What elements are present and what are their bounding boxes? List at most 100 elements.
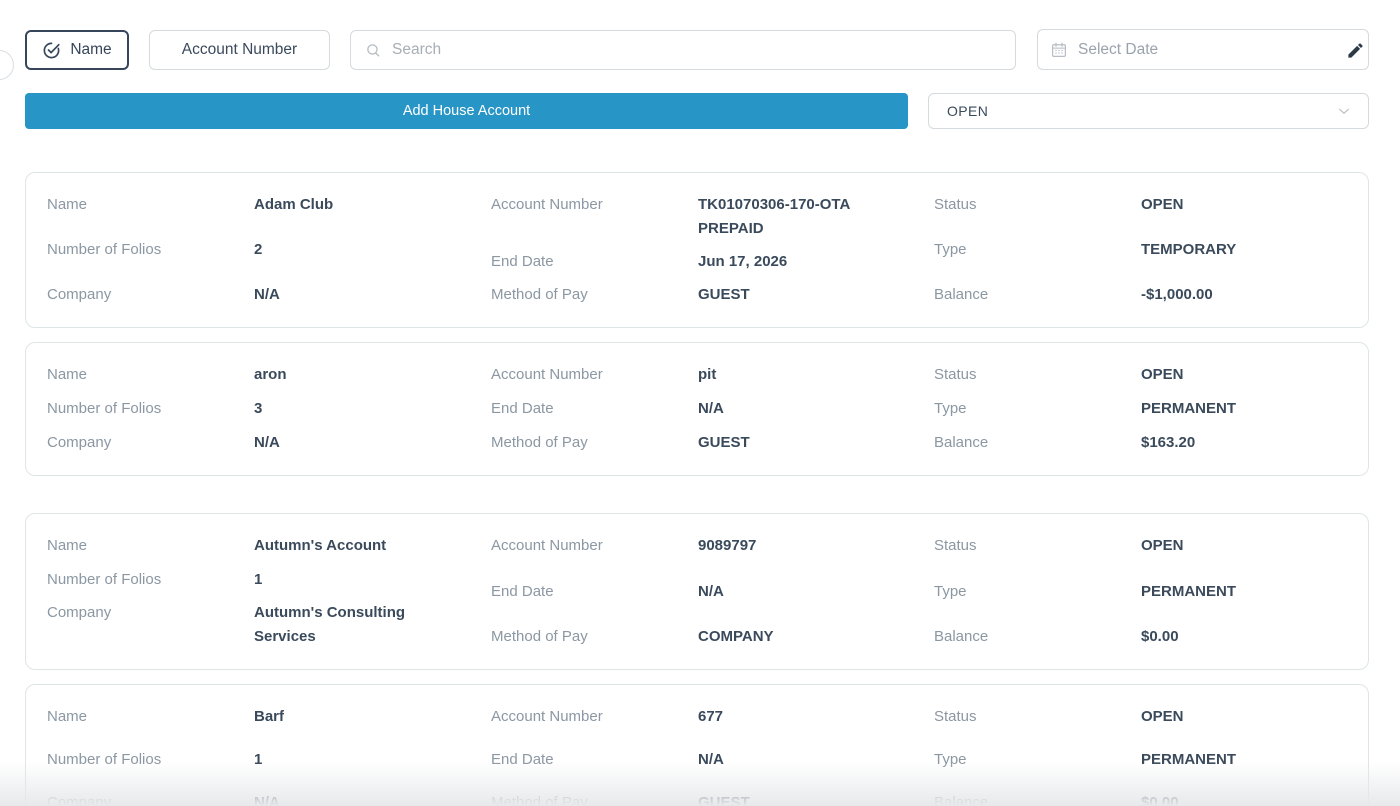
search-icon: [365, 42, 382, 59]
field-label: Status: [934, 537, 977, 554]
field-row: Status OPEN: [934, 363, 1348, 387]
field-value: TK01070306-170-OTA PREPAID: [698, 196, 850, 237]
house-account-card[interactable]: Name Barf Number of Folios 1 Company N/A…: [25, 684, 1369, 806]
field-value: GUEST: [698, 434, 750, 451]
field-value: 677: [698, 708, 724, 725]
card-column: Name Barf Number of Folios 1 Company N/A: [47, 705, 491, 806]
field-value: 3: [254, 400, 263, 417]
field-label: Account Number: [491, 537, 603, 554]
check-circle-icon: [42, 41, 61, 60]
field-label: End Date: [491, 400, 554, 417]
field-value: Autumn's Consulting Services: [254, 604, 406, 645]
field-row: Status OPEN: [934, 534, 1348, 558]
field-value: 1: [254, 570, 263, 588]
house-account-card[interactable]: Name aron Number of Folios 3 Company N/A…: [25, 342, 1369, 476]
field-row: Method of Pay COMPANY: [491, 625, 934, 649]
field-label: End Date: [491, 751, 554, 768]
field-row: Balance $0.00: [934, 791, 1348, 806]
select-date-input[interactable]: [1078, 40, 1356, 59]
field-label: Company: [47, 604, 112, 621]
field-label: Company: [47, 286, 112, 303]
field-value: COMPANY: [698, 628, 774, 645]
field-row: Name Barf: [47, 705, 491, 729]
field-label: Type: [934, 400, 967, 417]
field-row: Method of Pay GUEST: [491, 791, 934, 806]
field-row: End Date N/A: [491, 748, 934, 772]
card-column: Name Autumn's Account Number of Folios 1…: [47, 534, 491, 649]
field-label: Number of Folios: [47, 400, 162, 417]
field-row: Company N/A: [47, 791, 491, 806]
card-column: Status OPEN Type PERMANENT Balance $0.00: [934, 534, 1348, 649]
field-label: Balance: [934, 794, 989, 806]
card-column: Account Number pit End Date N/A Method o…: [491, 363, 934, 455]
house-account-card[interactable]: Name Adam Club Number of Folios 2 Compan…: [25, 172, 1369, 328]
field-label: Method of Pay: [491, 794, 588, 806]
field-label: Company: [47, 434, 112, 451]
field-label: Balance: [934, 628, 989, 645]
field-label: Method of Pay: [491, 286, 588, 303]
calendar-icon: [1050, 41, 1068, 59]
field-value: Barf: [254, 708, 285, 725]
edit-date-button[interactable]: [1343, 38, 1367, 62]
field-row: End Date N/A: [491, 397, 934, 421]
field-row: Number of Folios 2: [47, 238, 491, 262]
field-value: N/A: [254, 794, 280, 806]
filter-by-account-number-button[interactable]: Account Number: [149, 30, 330, 70]
field-label: Balance: [934, 286, 989, 303]
field-value: N/A: [254, 434, 280, 451]
field-row: Number of Folios 1: [47, 568, 491, 592]
edge-handle[interactable]: [0, 50, 14, 80]
filter-by-account-number-label: Account Number: [181, 41, 298, 58]
status-filter-dropdown[interactable]: OPEN: [928, 93, 1369, 129]
field-label: Number of Folios: [47, 751, 162, 768]
field-row: Type PERMANENT: [934, 580, 1348, 604]
status-filter-value: OPEN: [947, 103, 989, 119]
field-row: End Date N/A: [491, 580, 934, 604]
card-column: Status OPEN Type PERMANENT Balance $0.00: [934, 705, 1348, 806]
field-value: OPEN: [1141, 366, 1184, 383]
field-row: Company Autumn's Consulting Services: [47, 601, 491, 649]
field-label: End Date: [491, 582, 554, 600]
field-label: Account Number: [491, 366, 603, 383]
filter-by-name-button[interactable]: Name: [25, 30, 129, 70]
chevron-down-icon: [1336, 103, 1352, 119]
card-column: Status OPEN Type TEMPORARY Balance -$1,0…: [934, 193, 1348, 307]
house-account-card[interactable]: Name Autumn's Account Number of Folios 1…: [25, 513, 1369, 670]
search-input[interactable]: [392, 41, 1001, 59]
field-label: Number of Folios: [47, 570, 162, 588]
field-value: PERMANENT: [1141, 582, 1237, 600]
field-value: N/A: [254, 286, 280, 303]
field-label: Type: [934, 241, 967, 258]
field-row: Number of Folios 1: [47, 748, 491, 772]
field-value: N/A: [698, 400, 724, 417]
field-label: Number of Folios: [47, 241, 162, 258]
field-label: Status: [934, 366, 977, 383]
filter-by-name-label: Name: [70, 41, 112, 58]
field-row: Account Number 9089797: [491, 534, 934, 558]
date-picker-box: [1037, 29, 1369, 70]
field-value: PERMANENT: [1141, 400, 1237, 417]
field-value: $0.00: [1141, 628, 1179, 645]
card-column: Status OPEN Type PERMANENT Balance $163.…: [934, 363, 1348, 455]
field-row: Balance -$1,000.00: [934, 283, 1348, 307]
card-column: Name Adam Club Number of Folios 2 Compan…: [47, 193, 491, 307]
field-label: Type: [934, 582, 967, 600]
field-value: $163.20: [1141, 434, 1196, 451]
card-column: Name aron Number of Folios 3 Company N/A: [47, 363, 491, 455]
field-label: Status: [934, 708, 977, 725]
field-value: TEMPORARY: [1141, 241, 1237, 258]
field-value: 2: [254, 241, 263, 258]
add-house-account-button[interactable]: Add House Account: [25, 93, 908, 129]
field-value: pit: [698, 366, 717, 383]
field-value: N/A: [698, 751, 724, 768]
field-row: Method of Pay GUEST: [491, 431, 934, 455]
field-row: Account Number TK01070306-170-OTA PREPAI…: [491, 193, 934, 241]
field-row: Type PERMANENT: [934, 397, 1348, 421]
field-value: $0.00: [1141, 794, 1179, 806]
field-value: Adam Club: [254, 196, 334, 213]
house-account-list: Name Adam Club Number of Folios 2 Compan…: [25, 172, 1369, 806]
field-row: Type PERMANENT: [934, 748, 1348, 772]
field-row: Method of Pay GUEST: [491, 283, 934, 307]
field-value: Jun 17, 2026: [698, 253, 788, 270]
